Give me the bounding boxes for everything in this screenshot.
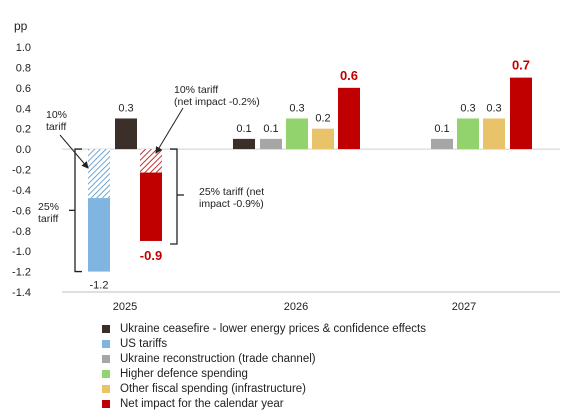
annotation-net-10pct-tariff: 10% tariff (net impact -0.2%) (174, 84, 260, 108)
bar-2027-3 (457, 118, 479, 150)
bar-net-impact-10pct (140, 149, 162, 173)
data-label: 0.1 (236, 123, 251, 135)
legend-item: Other fiscal spending (infrastructure) (102, 381, 426, 396)
annotation-net-25pct-tariff: 25% tariff (net impact -0.9%) (199, 186, 264, 210)
legend-label: US tariffs (120, 337, 168, 350)
data-labels: -1.2 0.3 -0.9 0.1 0.1 0.3 0.2 0.6 0.1 0.3 0.3 0.7 (90, 58, 531, 292)
bracket-net-impact (170, 148, 178, 245)
bar-2026-0 (233, 138, 255, 150)
legend-swatch (102, 369, 110, 378)
bar-2026-4 (312, 128, 334, 150)
legend-label: Net impact for the calendar year (120, 397, 284, 410)
arrow-us-10pct (59, 134, 89, 169)
y-tick-label: -0.6 (12, 205, 31, 217)
category-label: 2027 (452, 301, 476, 313)
bar-2026-3 (286, 118, 308, 150)
bracket-us-tariffs (74, 148, 82, 273)
bar-us-tariffs-10pct (88, 149, 110, 199)
data-label: 0.3 (460, 102, 475, 114)
y-axis-unit-label: pp (14, 19, 28, 33)
legend-item: Ukraine reconstruction (trade channel) (102, 351, 426, 366)
bar-net-impact-25pct (140, 172, 162, 241)
y-tick-label: 0.6 (16, 83, 31, 95)
annotation-us-25pct-tariff: 25% tariff (38, 201, 59, 225)
legend-item: Ukraine ceasefire - lower energy prices … (102, 321, 426, 336)
data-label: 0.1 (263, 123, 278, 135)
y-tick-label: 0.4 (16, 103, 31, 115)
category-label: 2026 (284, 301, 308, 313)
legend-swatch (102, 384, 110, 393)
legend-label: Ukraine ceasefire - lower energy prices … (120, 322, 426, 335)
y-tick-label: -0.8 (12, 226, 31, 238)
bar-2026-5 (338, 87, 360, 150)
y-tick-label: -1.0 (12, 246, 31, 258)
category-label: 2025 (113, 301, 137, 313)
annotation-us-10pct-tariff: 10% tariff (46, 109, 67, 133)
legend: Ukraine ceasefire - lower energy prices … (102, 321, 426, 411)
legend-swatch (102, 399, 110, 408)
bar-us-tariffs-25pct (88, 198, 110, 272)
y-tick-label: 1.0 (16, 42, 31, 54)
data-label: 0.3 (289, 102, 304, 114)
y-tick-label: 0.8 (16, 62, 31, 74)
bar-2027-2 (431, 138, 453, 150)
legend-label: Ukraine reconstruction (trade channel) (120, 352, 316, 365)
axes (62, 148, 560, 293)
legend-item: US tariffs (102, 336, 426, 351)
legend-label: Other fiscal spending (infrastructure) (120, 382, 306, 395)
y-tick-label: -0.2 (12, 165, 31, 177)
y-tick-label: -1.2 (12, 267, 31, 279)
data-label: 0.3 (118, 102, 133, 114)
data-label: 0.2 (315, 113, 330, 125)
annotations: 10% tariff 25% tariff 10% tariff (net impact … (38, 84, 264, 273)
legend-swatch (102, 354, 110, 363)
category-labels: 2025 2026 2027 (113, 301, 476, 313)
data-label: 0.6 (340, 68, 358, 83)
legend-label: Higher defence spending (120, 367, 248, 380)
legend-item: Net impact for the calendar year (102, 396, 426, 411)
bar-2026-2 (260, 138, 282, 150)
data-label: -1.2 (90, 280, 109, 292)
data-label: 0.3 (486, 102, 501, 114)
bars (88, 77, 532, 272)
y-tick-label: -0.4 (12, 185, 31, 197)
y-tick-labels: 1.0 0.8 0.6 0.4 0.2 0.0 -0.2 -0.4 -0.6 -0.8 -1.0 -1… (12, 42, 31, 299)
legend-swatch (102, 339, 110, 348)
legend-item: Higher defence spending (102, 366, 426, 381)
data-label: -0.9 (140, 248, 162, 263)
bar-2027-5 (510, 77, 532, 150)
y-tick-label: 0.0 (16, 144, 31, 156)
data-label: 0.1 (434, 123, 449, 135)
arrow-net-10pct (155, 107, 184, 154)
y-tick-label: -1.4 (12, 287, 31, 299)
legend-swatch (102, 324, 110, 333)
bar-2025-0 (115, 118, 137, 150)
bar-2027-4 (483, 118, 505, 150)
y-tick-label: 0.2 (16, 124, 31, 136)
data-label: 0.7 (512, 58, 530, 73)
